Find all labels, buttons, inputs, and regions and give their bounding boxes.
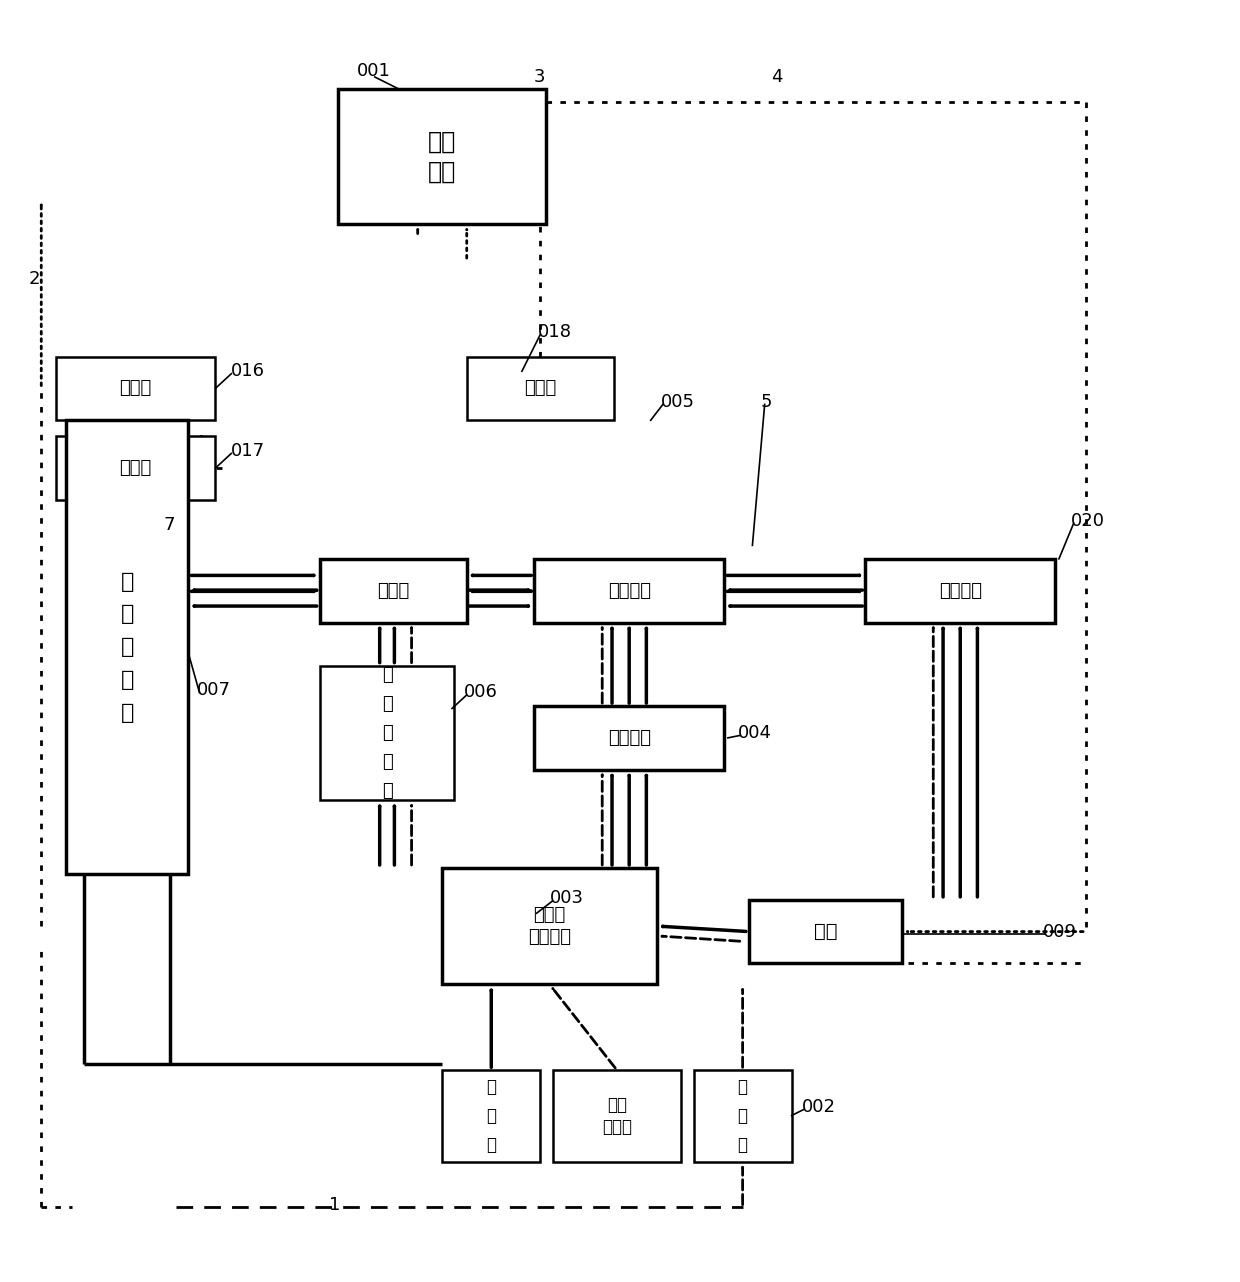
Text: 出水口: 出水口 bbox=[377, 582, 409, 600]
Text: 机
油
冷
却
器: 机 油 冷 却 器 bbox=[382, 665, 392, 800]
Text: 暖风: 暖风 bbox=[813, 922, 837, 941]
Bar bbox=[693, 1070, 791, 1161]
Text: 主
阀
门: 主 阀 门 bbox=[486, 1078, 496, 1154]
Text: 辅助水泵: 辅助水泵 bbox=[939, 582, 982, 600]
Bar bbox=[749, 900, 901, 964]
Text: 017: 017 bbox=[232, 442, 265, 460]
Text: 节流阀: 节流阀 bbox=[525, 379, 557, 397]
Text: 007: 007 bbox=[197, 681, 231, 699]
Text: 缸体水套: 缸体水套 bbox=[608, 729, 651, 747]
Text: 7: 7 bbox=[164, 515, 175, 533]
Text: 009: 009 bbox=[1043, 923, 1078, 941]
Text: 001: 001 bbox=[356, 62, 391, 79]
Text: 1: 1 bbox=[330, 1196, 341, 1214]
Text: 缸盖水套: 缸盖水套 bbox=[608, 582, 651, 600]
Bar bbox=[56, 356, 216, 420]
Bar bbox=[56, 436, 216, 500]
Bar bbox=[443, 868, 657, 985]
Text: 002: 002 bbox=[801, 1097, 836, 1115]
Bar bbox=[339, 90, 547, 224]
Text: 016: 016 bbox=[232, 363, 265, 381]
Text: 018: 018 bbox=[538, 323, 572, 341]
Bar bbox=[866, 559, 1055, 623]
Text: 004: 004 bbox=[738, 724, 771, 742]
Text: 3: 3 bbox=[534, 68, 546, 86]
Bar bbox=[466, 356, 614, 420]
Text: 003: 003 bbox=[551, 890, 584, 908]
Text: 020: 020 bbox=[1071, 512, 1105, 529]
Text: 006: 006 bbox=[464, 683, 498, 701]
Bar bbox=[534, 559, 724, 623]
Bar bbox=[443, 1070, 541, 1161]
Text: 005: 005 bbox=[661, 392, 694, 412]
Bar bbox=[320, 665, 455, 800]
Text: 节流阀: 节流阀 bbox=[119, 459, 151, 477]
Text: 4: 4 bbox=[771, 68, 782, 86]
Text: 副
阀
门: 副 阀 门 bbox=[738, 1078, 748, 1154]
Bar bbox=[534, 706, 724, 769]
Bar bbox=[66, 420, 188, 874]
Text: 单向阀: 单向阀 bbox=[119, 379, 151, 397]
Text: 高
温
散
热
器: 高 温 散 热 器 bbox=[120, 572, 134, 723]
Text: 开关式
机械水泵: 开关式 机械水泵 bbox=[528, 906, 570, 946]
Text: 电子
节温器: 电子 节温器 bbox=[601, 1096, 632, 1136]
Text: 2: 2 bbox=[29, 271, 41, 288]
Bar bbox=[553, 1070, 681, 1161]
Text: 膨胀
水筱: 膨胀 水筱 bbox=[428, 129, 456, 183]
Bar bbox=[320, 559, 466, 623]
Text: 5: 5 bbox=[761, 392, 773, 412]
